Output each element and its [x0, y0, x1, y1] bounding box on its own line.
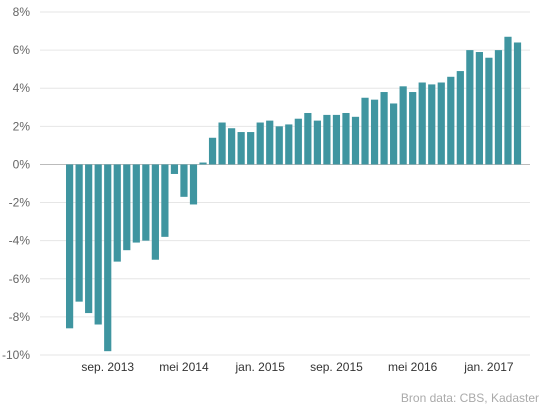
- y-tick-label: 6%: [13, 43, 31, 57]
- bar: [180, 164, 188, 197]
- bar: [199, 162, 207, 165]
- bar: [237, 132, 245, 165]
- bar: [132, 164, 140, 243]
- y-tick-label: 4%: [13, 81, 31, 95]
- bars: [66, 36, 522, 352]
- bar: [428, 84, 436, 165]
- bar: [66, 164, 74, 329]
- bar: [94, 164, 102, 325]
- y-tick-label: -6%: [9, 272, 31, 286]
- bar: [456, 71, 464, 165]
- bar: [294, 118, 302, 165]
- x-tick-label: sep. 2015: [310, 360, 363, 374]
- bar: [504, 36, 512, 165]
- y-tick-label: 2%: [13, 119, 31, 133]
- y-tick-label: -10%: [2, 348, 30, 362]
- x-tick-label: jan. 2017: [463, 360, 514, 374]
- bar: [151, 164, 159, 260]
- bar: [208, 137, 217, 165]
- bar: [266, 120, 274, 165]
- bar: [494, 50, 503, 165]
- bar: [447, 76, 455, 165]
- bar: [247, 132, 255, 165]
- bar: [390, 103, 398, 165]
- bar: [75, 164, 83, 302]
- y-tick-label: -4%: [9, 234, 31, 248]
- x-tick-label: jan. 2015: [235, 360, 286, 374]
- bar: [142, 164, 150, 241]
- bar: [475, 52, 483, 165]
- bar: [304, 112, 312, 165]
- bar: [485, 57, 493, 165]
- bar: [342, 112, 350, 165]
- bar: [170, 164, 179, 174]
- x-axis-labels: sep. 2013 mei 2014 jan. 2015 sep. 2015 mei 2…: [81, 360, 514, 374]
- bar: [332, 114, 341, 165]
- x-tick-label: sep. 2013: [81, 360, 134, 374]
- bar: [161, 164, 169, 237]
- source-note: Bron data: CBS, Kadaster: [400, 391, 539, 405]
- bar: [380, 92, 388, 165]
- y-tick-label: 8%: [13, 5, 31, 19]
- bar: [113, 164, 121, 262]
- bar: [123, 164, 131, 251]
- bar: [466, 50, 474, 165]
- bar: [228, 128, 236, 165]
- y-tick-label: -2%: [9, 196, 31, 210]
- grid-lines: [40, 11, 530, 356]
- x-tick-label: mei 2016: [388, 360, 438, 374]
- bar: [513, 42, 522, 165]
- bar: [437, 82, 445, 165]
- x-tick-label: mei 2014: [159, 360, 209, 374]
- bar: [285, 124, 293, 165]
- bar: [361, 97, 369, 165]
- bar: [418, 82, 426, 165]
- bar: [104, 164, 112, 352]
- bar: [256, 122, 264, 165]
- bar: [323, 114, 331, 165]
- bar: [399, 86, 407, 165]
- y-tick-label: 0%: [13, 157, 31, 171]
- y-axis-labels: 8% 6% 4% 2% 0% -2% -4% -6% -8% -10%: [2, 5, 30, 362]
- bar: [275, 126, 283, 165]
- bar: [351, 116, 360, 165]
- bar: [409, 92, 417, 165]
- bar: [189, 164, 198, 205]
- bar: [313, 120, 321, 165]
- bar: [85, 164, 93, 314]
- y-tick-label: -8%: [9, 310, 31, 324]
- bar: [218, 122, 226, 165]
- bar: [370, 99, 379, 165]
